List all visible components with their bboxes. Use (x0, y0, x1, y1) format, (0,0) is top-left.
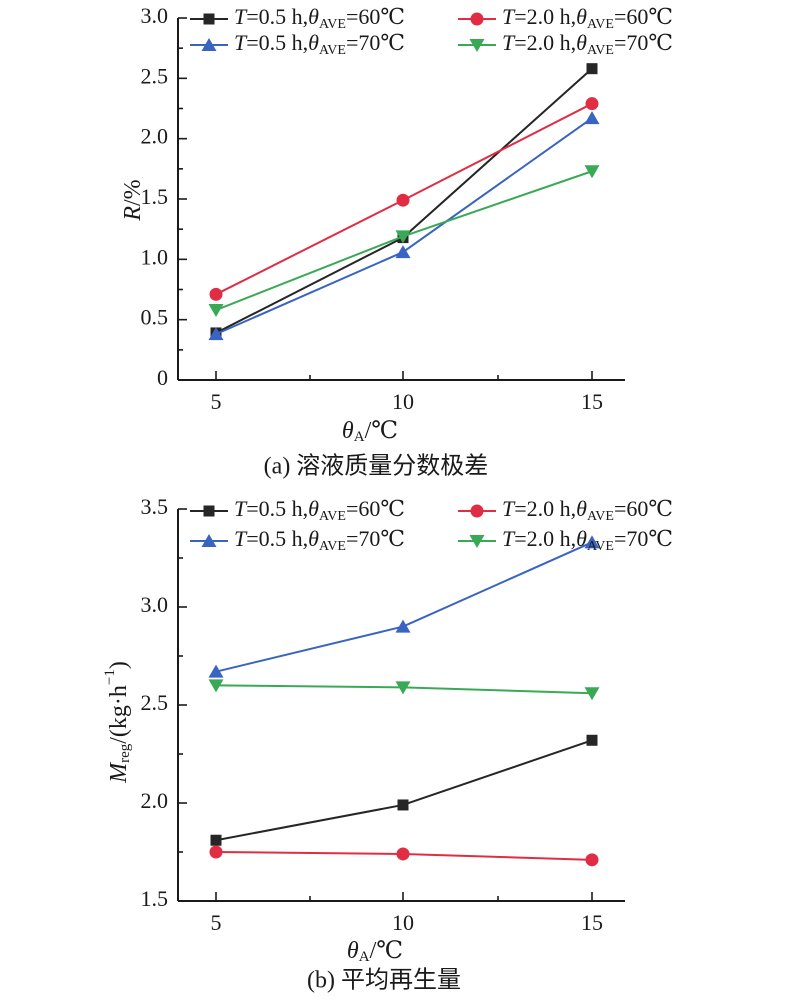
series-line (215, 739, 593, 842)
data-point (584, 535, 600, 549)
x-axis-label: θA/℃ (347, 938, 403, 966)
data-point (395, 619, 411, 633)
legend-item: T=0.5 h,θAVE=60℃ (190, 496, 405, 524)
chart-a: 0 0.5 1.0 1.5 2.0 2.5 3.0 5 10 15 θA/℃ R/% (a) 溶液质量分… (120, 3, 673, 479)
legend-marker (470, 504, 484, 518)
series-3 (208, 679, 600, 701)
y-tick-label: 1.5 (141, 886, 169, 911)
data-point (395, 230, 411, 244)
y-tick-label: 1.5 (141, 184, 169, 209)
legend-item: T=2.0 h,θAVE=60℃ (458, 496, 673, 524)
data-point (585, 97, 599, 111)
legend-label: T=2.0 h,θAVE=60℃ (502, 496, 673, 524)
legend-item: T=2.0 h,θAVE=70℃ (458, 30, 673, 58)
x-tick-label: 15 (581, 910, 603, 935)
x-tick-label: 15 (581, 389, 603, 414)
data-point (208, 679, 224, 693)
legend-marker (203, 505, 215, 517)
legend-marker (470, 12, 484, 26)
y-tick-label: 0.5 (141, 305, 169, 330)
chart-caption: (a) 溶液质量分数极差 (264, 453, 489, 480)
y-tick-label: 1.0 (141, 244, 169, 269)
data-point (584, 687, 600, 701)
data-point (395, 681, 411, 695)
x-tick-label: 10 (392, 910, 414, 935)
data-point (209, 845, 223, 859)
data-point (396, 193, 410, 207)
y-tick-label: 2.0 (141, 788, 169, 813)
data-point (586, 63, 598, 75)
series-0 (210, 734, 598, 846)
data-point (208, 664, 224, 678)
data-point (210, 834, 222, 846)
x-tick-label: 5 (211, 389, 222, 414)
legend-label: T=0.5 h,θAVE=60℃ (234, 496, 405, 524)
data-point (584, 165, 600, 179)
data-point (396, 847, 410, 861)
series-1 (209, 845, 599, 867)
series-3 (208, 165, 600, 318)
data-point (585, 853, 599, 867)
y-tick-label: 2.0 (141, 124, 169, 149)
legend-label: T=2.0 h,θAVE=60℃ (502, 4, 673, 32)
y-axis-label: R/% (120, 179, 146, 221)
series-2 (208, 535, 600, 678)
y-tick-label: 3.5 (141, 494, 169, 519)
data-point (209, 287, 223, 301)
series-2 (208, 111, 600, 341)
x-tick-label: 5 (211, 910, 222, 935)
legend-label: T=2.0 h,θAVE=70℃ (502, 30, 673, 58)
y-tick-label: 2.5 (141, 63, 169, 88)
legend: T=0.5 h,θAVE=60℃ T=2.0 h,θAVE=60℃ T=0.5 h,… (190, 4, 673, 58)
data-point (397, 799, 409, 811)
legend-label: T=2.0 h,θAVE=70℃ (502, 526, 673, 554)
series-line (215, 117, 593, 336)
series-1 (209, 97, 599, 301)
legend-item: T=0.5 h,θAVE=70℃ (190, 526, 405, 554)
series-line (215, 541, 593, 673)
legend-marker (203, 13, 215, 25)
chart-caption: (b) 平均再生量 (307, 967, 461, 994)
x-axis-label: θA/℃ (342, 418, 398, 446)
x-tick-label: 10 (392, 389, 414, 414)
legend-label: T=0.5 h,θAVE=70℃ (234, 30, 405, 58)
data-point (584, 111, 600, 125)
legend: T=0.5 h,θAVE=60℃ T=2.0 h,θAVE=60℃ T=0.5 h,… (190, 496, 673, 554)
data-point (208, 304, 224, 318)
data-point (208, 327, 224, 341)
y-axis-label: Mreg/(kg·h−1) (102, 661, 133, 784)
legend-marker (201, 38, 217, 51)
data-point (586, 734, 598, 746)
data-point (395, 245, 411, 259)
y-tick-label: 2.5 (141, 690, 169, 715)
chart-b: 1.5 2.0 2.5 3.0 3.5 5 10 15 θA/℃ Mreg/(kg·h−1) (b)… (102, 494, 673, 993)
legend-label: T=0.5 h,θAVE=70℃ (234, 526, 405, 554)
legend-marker (469, 39, 485, 52)
legend-marker (201, 534, 217, 547)
y-tick-label: 0 (157, 365, 168, 390)
legend-label: T=0.5 h,θAVE=60℃ (234, 4, 405, 32)
legend-item: T=0.5 h,θAVE=60℃ (190, 4, 405, 32)
legend-item: T=2.0 h,θAVE=60℃ (458, 4, 673, 32)
legend-item: T=0.5 h,θAVE=70℃ (190, 30, 405, 58)
legend-item: T=2.0 h,θAVE=70℃ (458, 526, 673, 554)
y-tick-label: 3.0 (141, 592, 169, 617)
y-tick-label: 3.0 (141, 3, 169, 28)
legend-marker (469, 535, 485, 548)
